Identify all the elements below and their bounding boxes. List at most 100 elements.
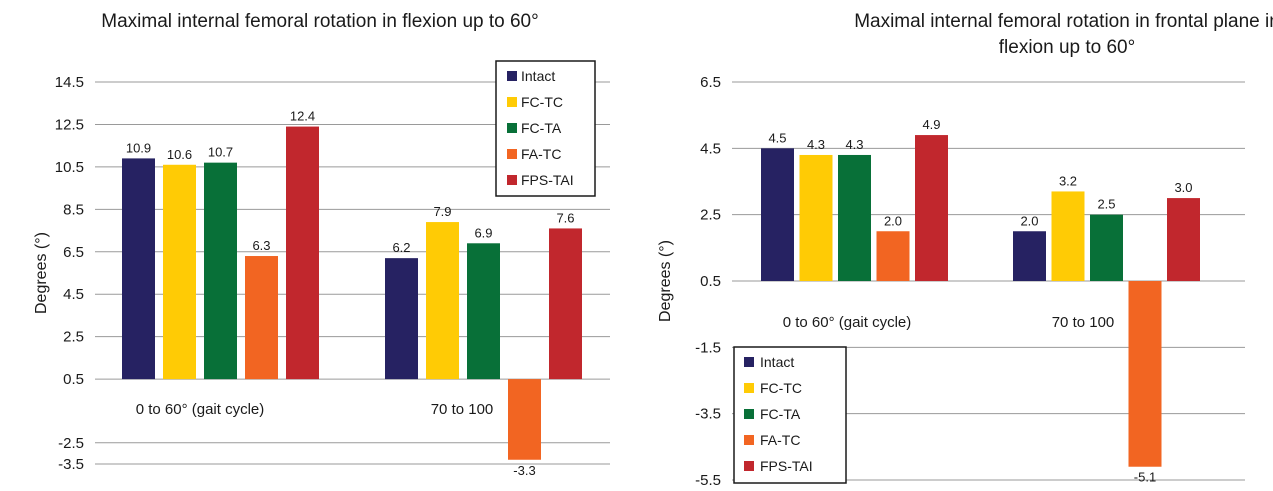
data-label: 6.9	[474, 225, 492, 240]
bar-fc-ta-1	[1090, 214, 1123, 281]
y-tick-label: 2.5	[63, 329, 84, 346]
y-axis-label: Degrees (°)	[657, 240, 674, 322]
y-tick-label: 6.5	[63, 244, 84, 261]
data-label: 10.6	[167, 147, 192, 162]
bar-fps-tai-1	[1167, 198, 1200, 281]
bar-fps-tai-1	[549, 228, 582, 380]
y-tick-label: -3.5	[58, 456, 84, 473]
bar-fc-tc-1	[426, 222, 459, 380]
legend-label: FA-TC	[760, 432, 800, 448]
bar-fc-tc-0	[799, 154, 833, 281]
bars	[761, 135, 1200, 467]
chart-title-text: Maximal internal femoral rotation in fle…	[101, 11, 538, 32]
bar-intact-0	[761, 148, 794, 281]
category-labels: 0 to 60° (gait cycle) 70 to 100	[765, 311, 1125, 332]
y-tick-label: 0.5	[63, 371, 84, 388]
category-label: 0 to 60° (gait cycle)	[136, 401, 265, 418]
legend: Intact FC-TC FC-TA FA-TC FPS-TAI	[495, 60, 596, 197]
data-label: 2.5	[1097, 197, 1115, 212]
legend-swatch	[507, 123, 517, 133]
y-tick-label: 4.5	[700, 140, 721, 157]
legend-label: Intact	[521, 68, 555, 84]
data-label: 4.5	[768, 130, 786, 145]
y-tick-label: 6.5	[700, 74, 721, 91]
bars	[122, 126, 582, 460]
bar-fc-tc-1	[1051, 191, 1085, 281]
data-label: 4.3	[807, 137, 825, 152]
bar-fc-ta-0	[204, 162, 237, 380]
data-label: 12.4	[290, 109, 315, 124]
chart-title: Maximal internal femoral rotation in fle…	[101, 11, 538, 32]
data-label: 3.0	[1174, 180, 1192, 195]
category-label-bg	[420, 398, 504, 419]
category-labels: 0 to 60° (gait cycle) 70 to 100	[118, 398, 504, 419]
y-tick-label: 4.5	[63, 286, 84, 303]
data-label: 10.7	[208, 145, 233, 160]
y-tick-label: -2.5	[58, 435, 84, 452]
bar-fa-tc-0	[876, 231, 910, 281]
chart-left-svg: Maximal internal femoral rotation in fle…	[33, 11, 610, 478]
legend-swatch	[744, 357, 754, 367]
category-label: 0 to 60° (gait cycle)	[783, 314, 912, 331]
data-label: -3.3	[513, 463, 535, 478]
y-tick-label: 10.5	[55, 159, 84, 176]
category-label-bg	[1041, 311, 1125, 332]
legend-label: FC-TC	[521, 94, 563, 110]
legend-swatch	[744, 435, 754, 445]
bar-fc-tc-0	[163, 164, 196, 380]
bar-fa-tc-1	[508, 379, 541, 460]
legend-label: FC-TC	[760, 380, 802, 396]
data-label: 6.2	[392, 240, 410, 255]
chart-title-text: Maximal internal femoral rotation in fro…	[854, 11, 1273, 58]
chart-right-svg: Maximal internal femoral rotation in fro…	[657, 11, 1273, 489]
data-label: 7.6	[556, 210, 574, 225]
y-tick-label: 12.5	[55, 116, 84, 133]
bar-fc-ta-0	[838, 154, 871, 281]
y-axis-label: Degrees (°)	[33, 232, 50, 314]
y-tick-label: -5.5	[695, 472, 721, 489]
y-axis-ticks: 14.5 12.5 10.5 8.5 6.5 4.5 2.5 0.5 -2.5 -3.5	[55, 74, 84, 473]
legend-swatch	[507, 175, 517, 185]
legend-label: FC-TA	[760, 406, 801, 422]
chart-title: Maximal internal femoral rotation in fro…	[854, 11, 1273, 58]
data-labels: 10.9 6.2 10.6 7.9 10.7 6.9 6.3 -3.3 12.4 7.6	[126, 109, 575, 478]
y-axis-ticks: 6.5 4.5 2.5 0.5 -1.5 -3.5 -5.5	[695, 74, 721, 489]
data-label: 10.9	[126, 140, 151, 155]
data-label: 4.9	[922, 117, 940, 132]
y-tick-label: -1.5	[695, 339, 721, 356]
legend-swatch	[507, 97, 517, 107]
y-tick-label: 8.5	[63, 201, 84, 218]
legend-swatch	[744, 383, 754, 393]
y-tick-label: 14.5	[55, 74, 84, 91]
data-label: 7.9	[433, 204, 451, 219]
bar-fa-tc-0	[245, 256, 278, 380]
category-label-bg	[118, 398, 282, 419]
data-label: -5.1	[1134, 470, 1156, 485]
data-label: 3.2	[1059, 173, 1077, 188]
category-label-bg	[765, 311, 929, 332]
data-label: 2.0	[884, 213, 902, 228]
legend-swatch	[744, 409, 754, 419]
data-labels: 4.5 2.0 4.3 3.2 4.3 2.5 2.0 -5.1 4.9 3.0	[768, 117, 1192, 485]
data-label: 6.3	[252, 238, 270, 253]
legend: Intact FC-TC FC-TA FA-TC FPS-TAI	[733, 346, 847, 484]
y-tick-label: 0.5	[700, 273, 721, 290]
legend-swatch	[507, 149, 517, 159]
data-label: 2.0	[1020, 213, 1038, 228]
y-tick-label: 2.5	[700, 207, 721, 224]
data-label: 4.3	[845, 137, 863, 152]
legend-label: Intact	[760, 354, 794, 370]
bar-fc-ta-1	[467, 243, 500, 380]
legend-label: FC-TA	[521, 120, 562, 136]
legend-label: FPS-TAI	[760, 458, 813, 474]
legend-label: FA-TC	[521, 146, 561, 162]
bar-fps-tai-0	[286, 126, 319, 380]
legend-label: FPS-TAI	[521, 172, 574, 188]
legend-swatch	[507, 71, 517, 81]
category-label: 70 to 100	[1052, 314, 1115, 331]
bar-intact-1	[1013, 231, 1046, 281]
bar-intact-0	[122, 158, 155, 380]
category-label: 70 to 100	[431, 401, 494, 418]
chart-left: Maximal internal femoral rotation in fle…	[33, 11, 610, 478]
chart-right: Maximal internal femoral rotation in fro…	[640, 0, 1273, 491]
